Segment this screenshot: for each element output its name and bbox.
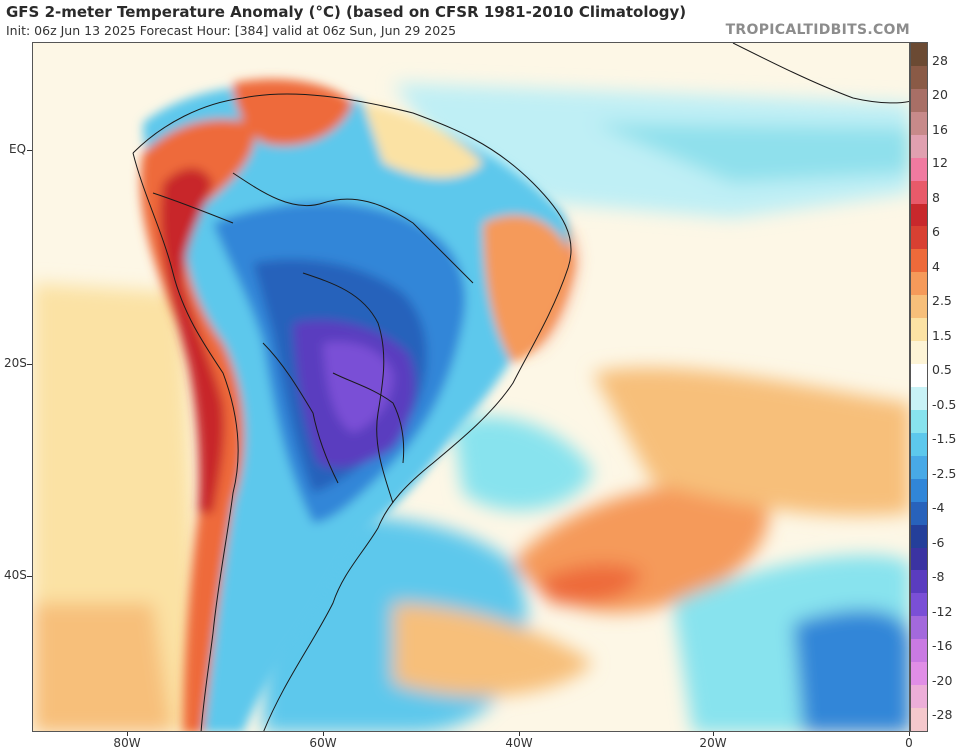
country-borders <box>132 43 909 731</box>
colorbar-label: 28 <box>932 53 948 68</box>
colorbar-label: 6 <box>932 224 940 239</box>
lon-label-60w: 60W <box>309 736 337 750</box>
map-panel <box>32 42 910 732</box>
colorbar-label: -8 <box>932 569 945 584</box>
colorbar-label: -1.5 <box>932 431 957 446</box>
colorbar-label: 0.5 <box>932 362 952 377</box>
colorbar-swatch <box>911 341 927 365</box>
lon-tick-0 <box>909 732 910 736</box>
colorbar-label: 12 <box>932 155 948 170</box>
colorbar-label: 20 <box>932 87 948 102</box>
lat-tick-20s <box>27 364 32 365</box>
colorbar-swatch <box>911 593 927 617</box>
colorbar-swatch <box>911 387 927 411</box>
colorbar-swatch <box>911 318 927 342</box>
colorbar-swatch <box>911 249 927 273</box>
colorbar-swatch <box>911 524 927 549</box>
lat-tick-eq <box>27 150 32 151</box>
colorbar-swatch <box>911 364 927 388</box>
colorbar-label: -28 <box>932 707 953 722</box>
colorbar-swatch <box>911 547 927 571</box>
lon-tick-40w <box>519 732 520 736</box>
colorbar-swatch <box>911 203 927 227</box>
colorbar-swatch <box>911 639 927 663</box>
colorbar-swatch <box>911 616 927 640</box>
colorbar-label: 8 <box>932 190 940 205</box>
colorbar-swatch <box>911 295 927 319</box>
colorbar-swatch <box>911 43 927 67</box>
lat-tick-40s <box>27 576 32 577</box>
lat-label-40s: 40S <box>4 568 27 582</box>
colorbar-label: 1.5 <box>932 328 952 343</box>
lon-tick-80w <box>127 732 128 736</box>
colorbar <box>910 42 928 732</box>
colorbar-swatch <box>911 111 927 136</box>
colorbar-swatch <box>911 272 927 296</box>
colorbar-label: -2.5 <box>932 466 957 481</box>
colorbar-swatch <box>911 662 927 686</box>
colorbar-swatch <box>911 134 927 159</box>
colorbar-label: -4 <box>932 500 945 515</box>
map-subtitle: Init: 06z Jun 13 2025 Forecast Hour: [38… <box>6 23 457 38</box>
map-title: GFS 2-meter Temperature Anomaly (°C) (ba… <box>6 3 687 21</box>
colorbar-label: -0.5 <box>932 397 957 412</box>
lon-tick-60w <box>323 732 324 736</box>
colorbar-swatch <box>911 455 927 480</box>
colorbar-swatch <box>911 432 927 457</box>
lat-label-eq: EQ <box>9 142 27 156</box>
colorbar-swatch <box>911 180 927 205</box>
colorbar-swatch <box>911 88 927 113</box>
colorbar-label: -16 <box>932 638 953 653</box>
colorbar-label: 4 <box>932 259 940 274</box>
colorbar-swatch <box>911 708 927 732</box>
lon-label-0: 0 <box>905 736 913 750</box>
colorbar-swatch <box>911 478 927 503</box>
colorbar-label: 2.5 <box>932 293 952 308</box>
colorbar-swatch <box>911 409 927 434</box>
colorbar-swatch <box>911 501 927 526</box>
colorbar-label: 16 <box>932 122 948 137</box>
lat-label-20s: 20S <box>4 356 27 370</box>
lon-label-40w: 40W <box>505 736 533 750</box>
colorbar-swatch <box>911 226 927 250</box>
colorbar-label: -6 <box>932 535 945 550</box>
lon-label-80w: 80W <box>113 736 141 750</box>
lon-label-20w: 20W <box>699 736 727 750</box>
colorbar-swatch <box>911 570 927 594</box>
colorbar-swatch <box>911 685 927 709</box>
anomaly-map <box>33 43 909 731</box>
colorbar-label: -20 <box>932 673 953 688</box>
lon-tick-20w <box>713 732 714 736</box>
colorbar-swatch <box>911 65 927 90</box>
colorbar-label: -12 <box>932 604 953 619</box>
colorbar-swatch <box>911 157 927 182</box>
watermark: TROPICALTIDBITS.COM <box>725 22 910 38</box>
